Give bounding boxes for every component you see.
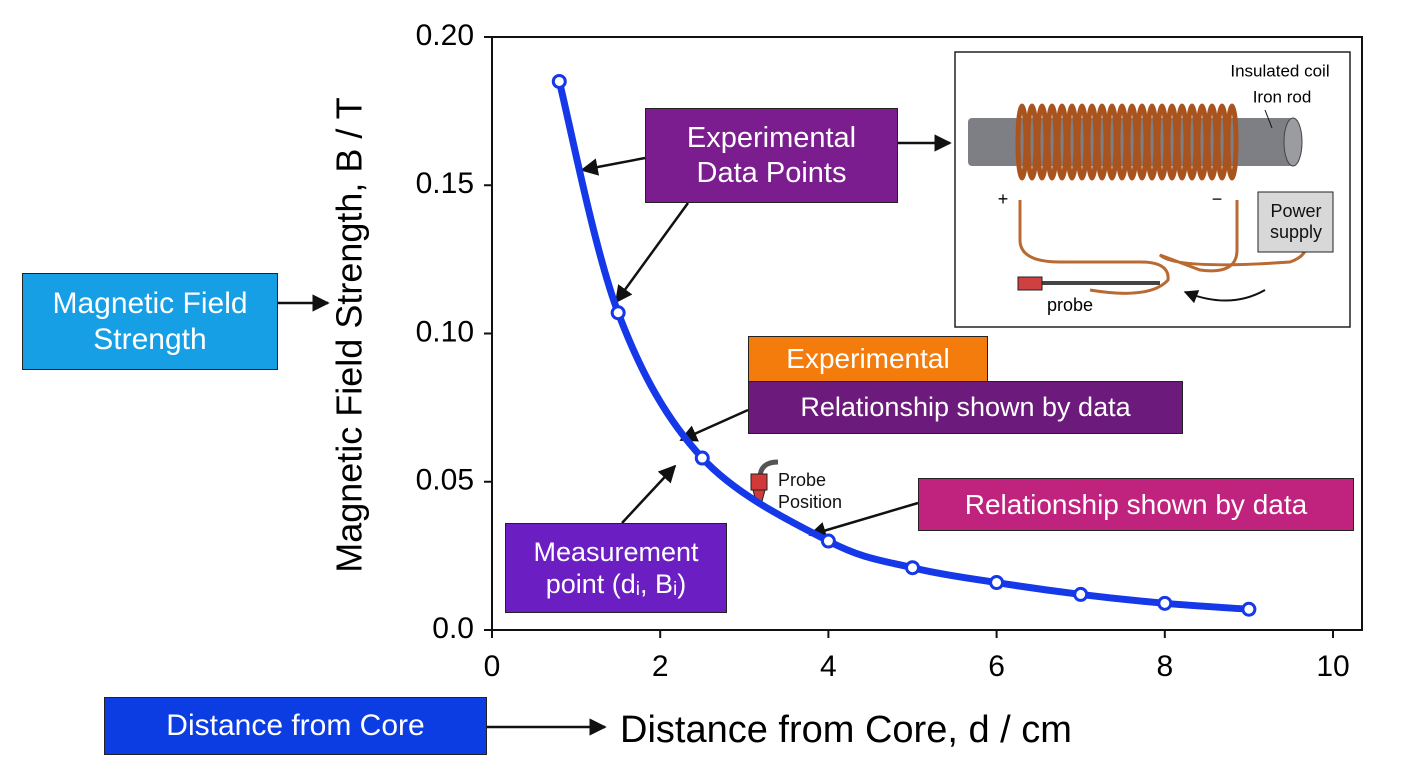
x-tick-label: 8 (1156, 650, 1173, 683)
data-point (820, 533, 836, 549)
data-point (1241, 601, 1257, 617)
annotation-box: Relationship shown by data (918, 478, 1354, 531)
data-point (905, 560, 920, 576)
annotation-box: Relationship shown by data (748, 381, 1183, 434)
inset-label: probe (1047, 295, 1093, 315)
y-tick-label: 0.20 (416, 19, 474, 52)
y-tick-label: 0.05 (416, 464, 474, 497)
x-tick-label: 0 (484, 650, 501, 683)
annotation-box: Experimental Data Points (645, 108, 898, 203)
annotation-box: Experimental (748, 336, 988, 382)
annotation-box: Distance from Core (104, 697, 487, 755)
x-tick-label: 4 (820, 650, 837, 683)
y-tick-label: 0.0 (432, 612, 474, 645)
data-point (694, 450, 710, 466)
annotation-box: Probe Position (778, 470, 843, 512)
data-point (610, 305, 626, 321)
x-tick-label: 2 (652, 650, 669, 683)
data-point (1073, 586, 1089, 602)
inset-label: − (1212, 189, 1223, 209)
inset-label: Power supply (1269, 201, 1323, 242)
data-point (989, 575, 1005, 591)
data-point (1157, 595, 1173, 611)
inset-diagram: Insulated coil Iron rod + − probe (954, 51, 1351, 328)
inset-label: + (998, 189, 1009, 209)
x-tick-label: 6 (988, 650, 1005, 683)
x-tick-label: 10 (1316, 650, 1349, 683)
y-axis-title: Magnetic Field Strength, B / T (329, 97, 370, 573)
inset-label: Insulated coil (1230, 61, 1329, 80)
annotation-box: Measurement point (dᵢ, Bᵢ) (505, 523, 727, 613)
annotation-box: Magnetic Field Strength (22, 273, 278, 370)
y-tick-label: 0.10 (416, 315, 474, 348)
data-point (551, 73, 567, 89)
arrows (278, 134, 952, 736)
y-tick-label: 0.15 (416, 167, 474, 200)
x-axis-title: Distance from Core, d / cm (620, 709, 1072, 751)
inset-label: Iron rod (1253, 87, 1312, 106)
